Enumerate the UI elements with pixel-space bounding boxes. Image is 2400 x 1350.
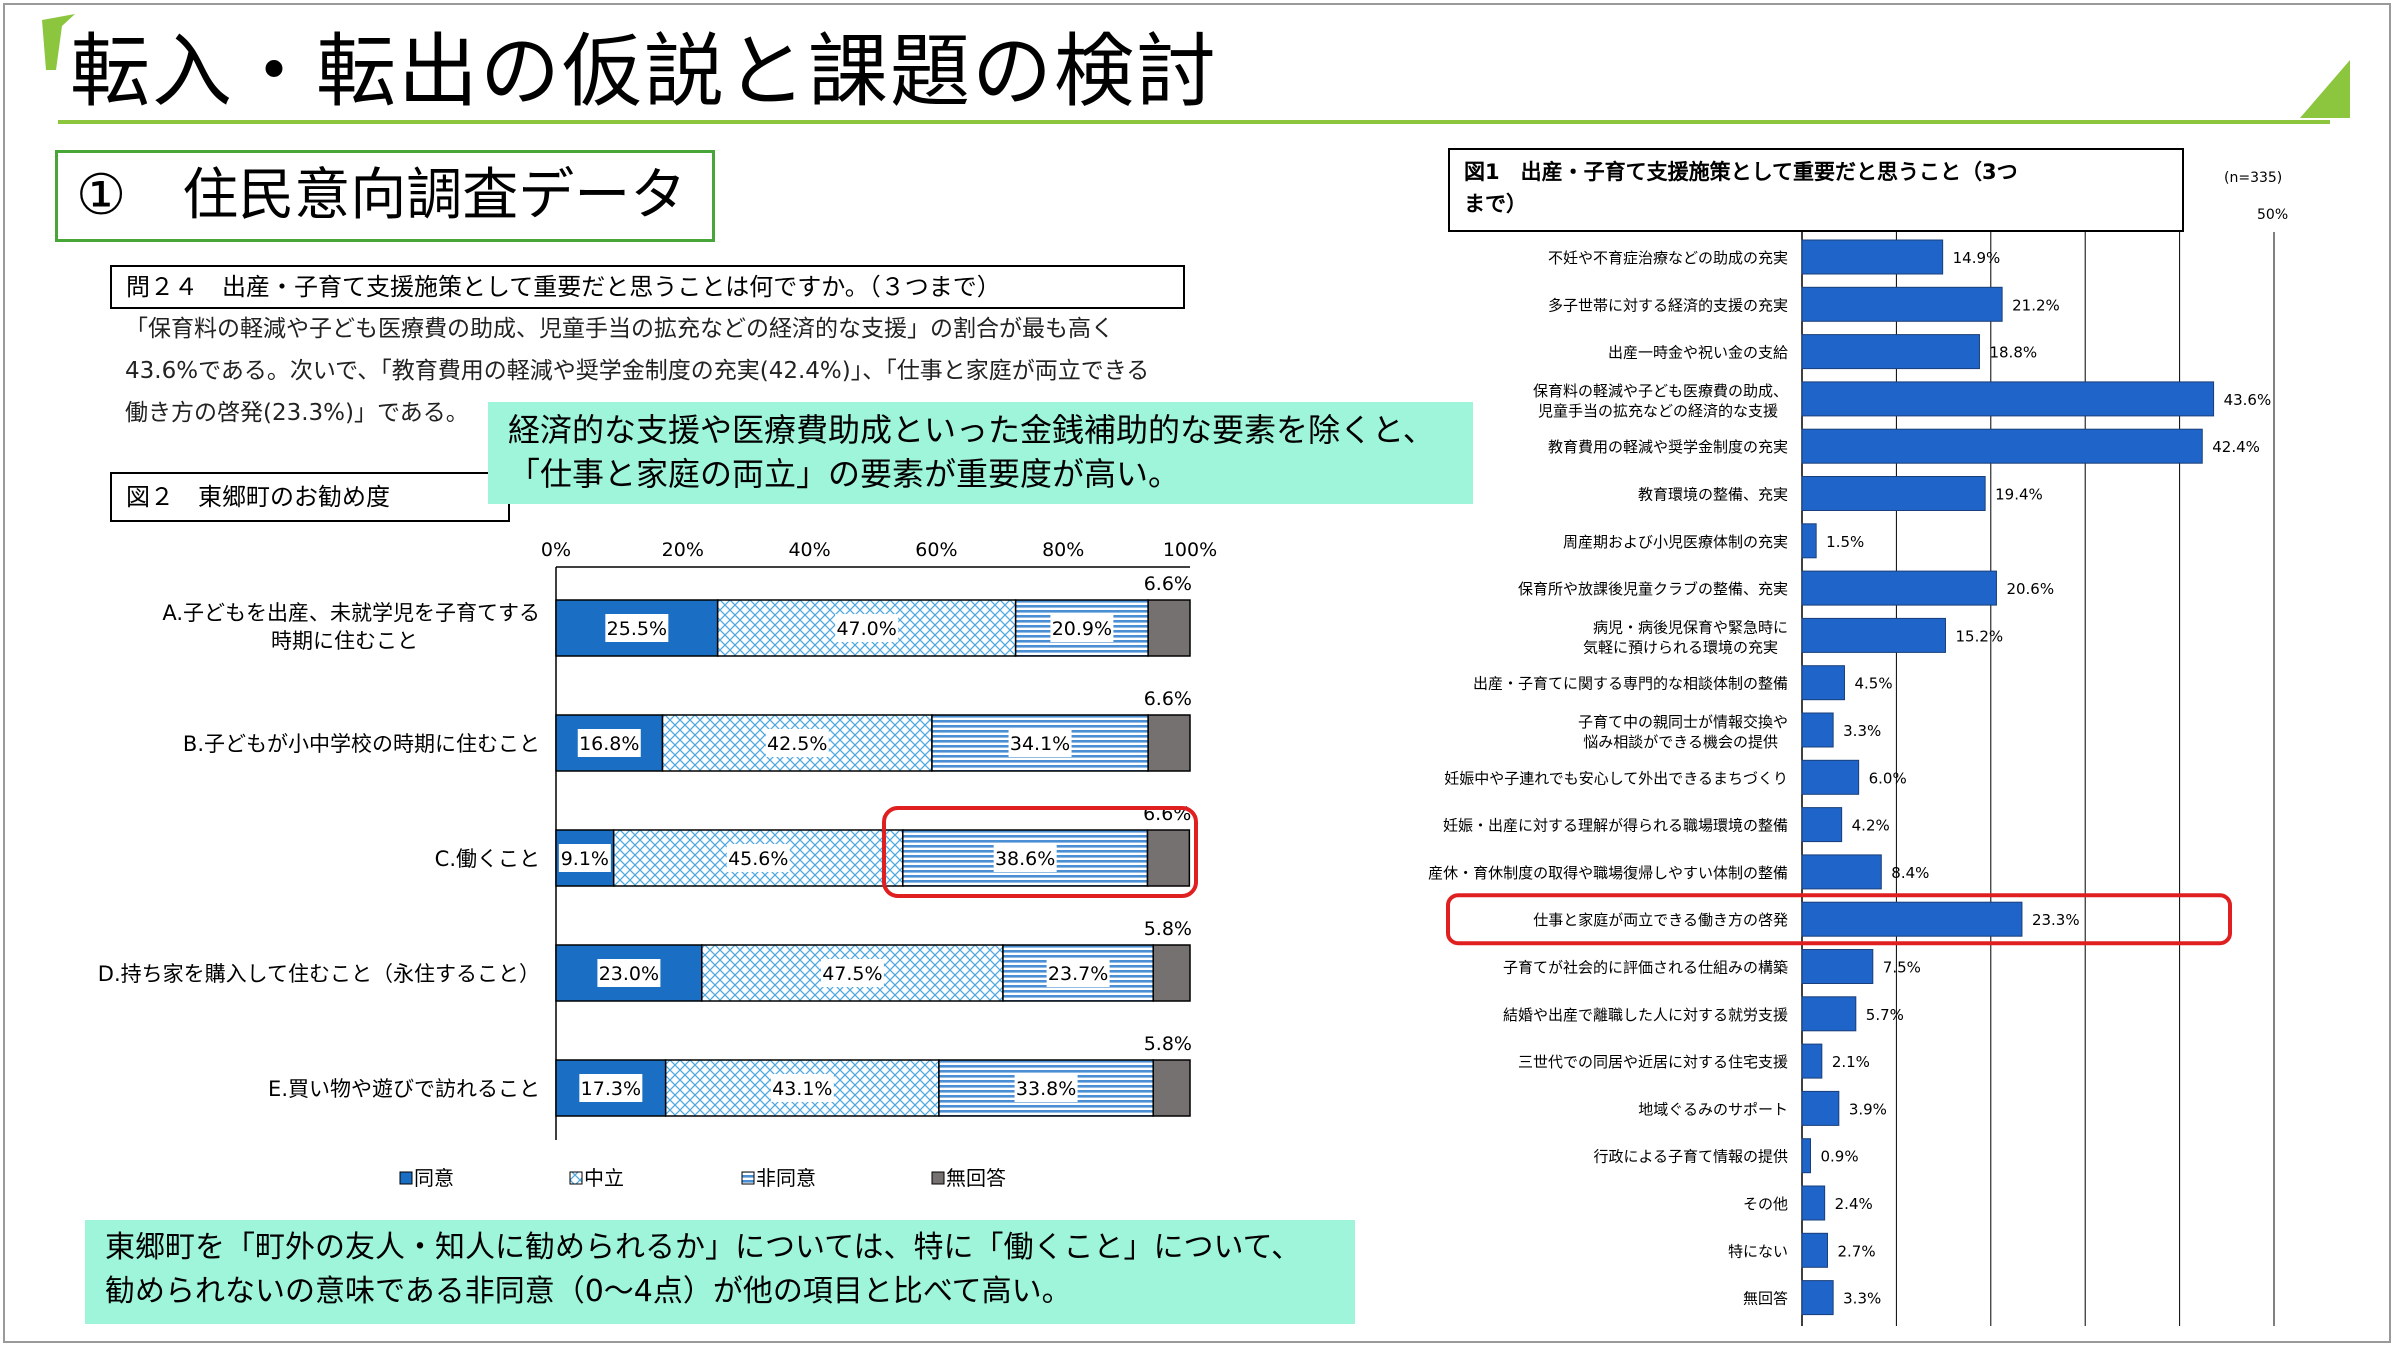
title-accent-right [2300,60,2350,118]
slide-title: 転入・転出の仮説と課題の検討 [70,25,1218,118]
callout-finance: 経済的な支援や医療費助成といった金銭補助的な要素を除くと、 「仕事と家庭の両立」… [488,402,1473,504]
fig1-title-line-1: 図1 出産・子育て支援施策として重要だと思うこと（3つ [1464,160,2018,184]
body-line-3: 働き方の啓発(23.3%)」である。 [125,400,469,426]
fig1-title-box: 図1 出産・子育て支援施策として重要だと思うこと（3つ まで） [1448,148,2184,232]
section-subtitle: ① 住民意向調査データ [55,150,715,242]
title-accent [42,14,2350,124]
callout-finance-line-2: 「仕事と家庭の両立」の要素が重要度が高い。 [508,455,1181,493]
axis-max-label: 50% [2257,207,2289,223]
fig2-title: 図２ 東郷町のお勧め度 [110,472,510,522]
callout-recommend-line-2: 勧められないの意味である非同意（0～4点）が他の項目と比べて高い。 [105,1274,1072,1309]
slide-frame [3,3,2391,1343]
body-line-2: 43.6%である。次いで、「教育費用の軽減や奨学金制度の充実(42.4%)」、「… [125,358,1150,384]
sample-size-label: (n=335) [2224,170,2283,186]
callout-recommend-line-1: 東郷町を「町外の友人・知人に勧められるか」については、特に「働くこと」について、 [105,1230,1302,1265]
question-box: 問２４ 出産・子育て支援施策として重要だと思うことは何ですか。（３つまで） [110,265,1185,309]
callout-recommend: 東郷町を「町外の友人・知人に勧められるか」については、特に「働くこと」について、… [85,1220,1355,1324]
title-accent-left [42,14,75,70]
body-line-1: 「保育料の軽減や子ども医療費の助成、児童手当の拡充などの経済的な支援」の割合が最… [125,316,1114,342]
callout-finance-line-1: 経済的な支援や医療費助成といった金銭補助的な要素を除くと、 [508,411,1435,449]
fig1-title-line-2: まで） [1464,192,1527,216]
